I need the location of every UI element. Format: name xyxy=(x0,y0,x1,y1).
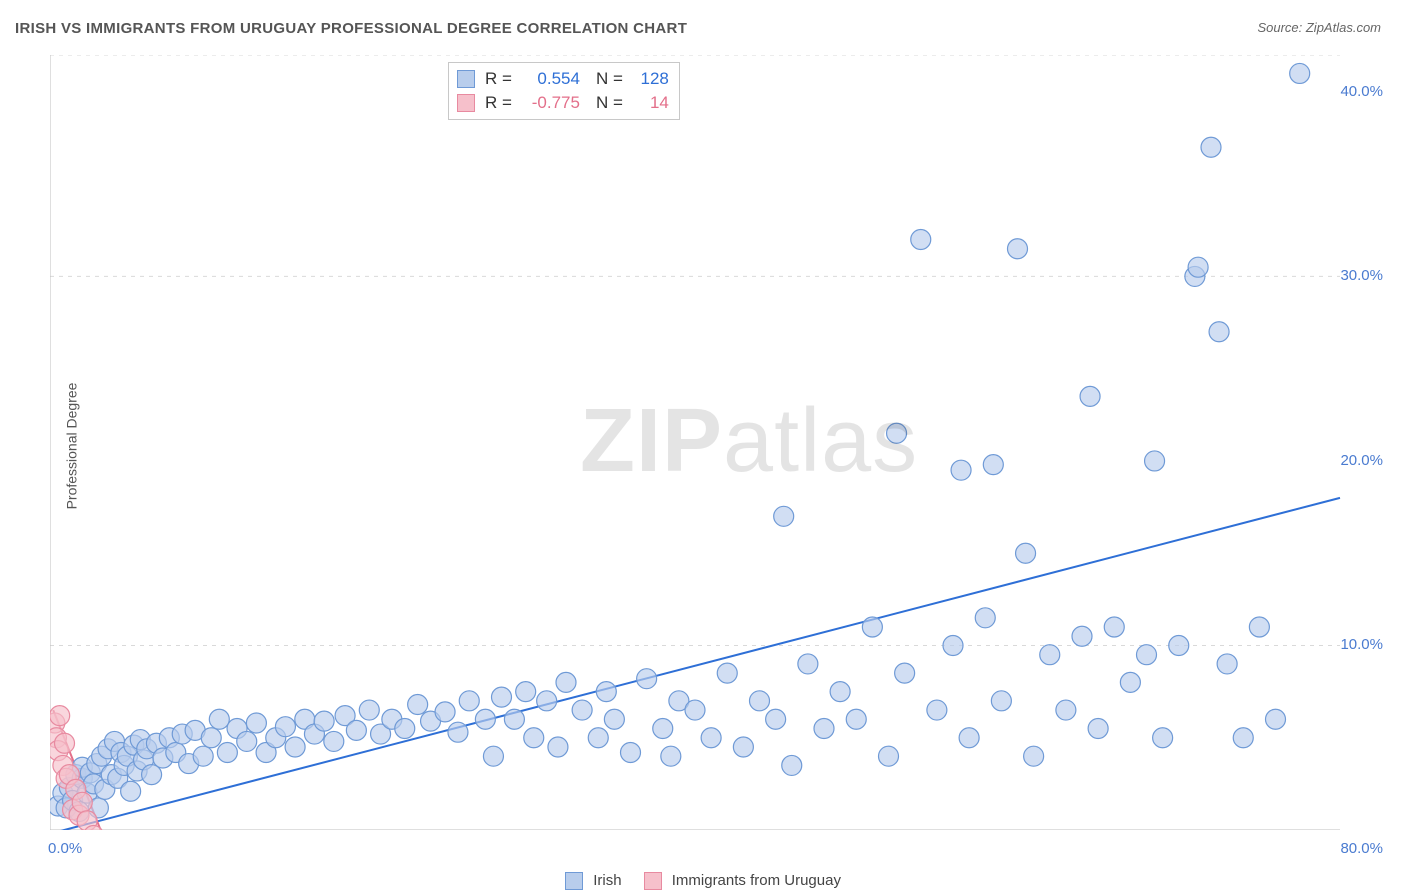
x-tick-label: 0.0% xyxy=(48,840,82,857)
legend-swatch xyxy=(565,872,583,890)
legend-swatch xyxy=(644,872,662,890)
legend-item: Irish xyxy=(565,872,622,890)
legend-n-label: N = xyxy=(596,67,623,91)
x-tick-label: 80.0% xyxy=(1340,840,1383,857)
legend-series: Irish Immigrants from Uruguay xyxy=(0,872,1406,890)
legend-r-value: 0.554 xyxy=(522,67,580,91)
y-tick-label: 40.0% xyxy=(1340,83,1383,100)
legend-r-label: R = xyxy=(485,91,512,115)
legend-swatch xyxy=(457,94,475,112)
legend-n-value: 14 xyxy=(633,91,669,115)
legend-correlation-row: R = -0.775 N = 14 xyxy=(457,91,669,115)
legend-correlation: R = 0.554 N = 128 R = -0.775 N = 14 xyxy=(448,62,680,120)
y-tick-label: 10.0% xyxy=(1340,636,1383,653)
scatter-chart xyxy=(50,55,1388,830)
y-tick-label: 30.0% xyxy=(1340,267,1383,284)
y-tick-label: 20.0% xyxy=(1340,452,1383,469)
legend-r-label: R = xyxy=(485,67,512,91)
legend-swatch xyxy=(457,70,475,88)
legend-item-label: Irish xyxy=(593,872,621,889)
chart-title: IRISH VS IMMIGRANTS FROM URUGUAY PROFESS… xyxy=(15,20,687,37)
legend-correlation-row: R = 0.554 N = 128 xyxy=(457,67,669,91)
chart-container: ZIPatlas 10.0%20.0%30.0%40.0%0.0%80.0% xyxy=(50,55,1388,830)
legend-item: Immigrants from Uruguay xyxy=(644,872,841,890)
legend-n-value: 128 xyxy=(633,67,669,91)
legend-item-label: Immigrants from Uruguay xyxy=(672,872,841,889)
legend-r-value: -0.775 xyxy=(522,91,580,115)
legend-n-label: N = xyxy=(596,91,623,115)
source-label: Source: ZipAtlas.com xyxy=(1257,20,1381,35)
